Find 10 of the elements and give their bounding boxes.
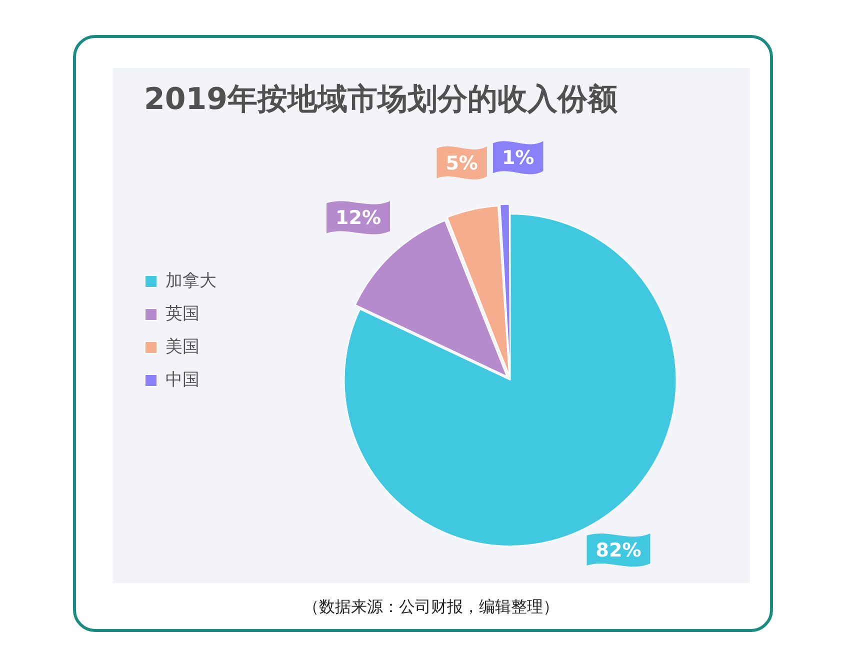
data-label: 1%	[502, 147, 534, 170]
legend-label: 英国	[166, 304, 200, 324]
chart-title: 2019年按地域市场划分的收入份额	[144, 82, 618, 117]
data-label: 12%	[336, 207, 382, 230]
text: （数据来源：公司财报，编辑整理）	[302, 597, 560, 617]
data-label: 82%	[596, 539, 642, 562]
legend-label: 美国	[166, 336, 200, 357]
legend-label: 加拿大	[166, 270, 216, 291]
data-label: 5%	[446, 152, 478, 174]
legend-label: 中国	[166, 370, 200, 390]
